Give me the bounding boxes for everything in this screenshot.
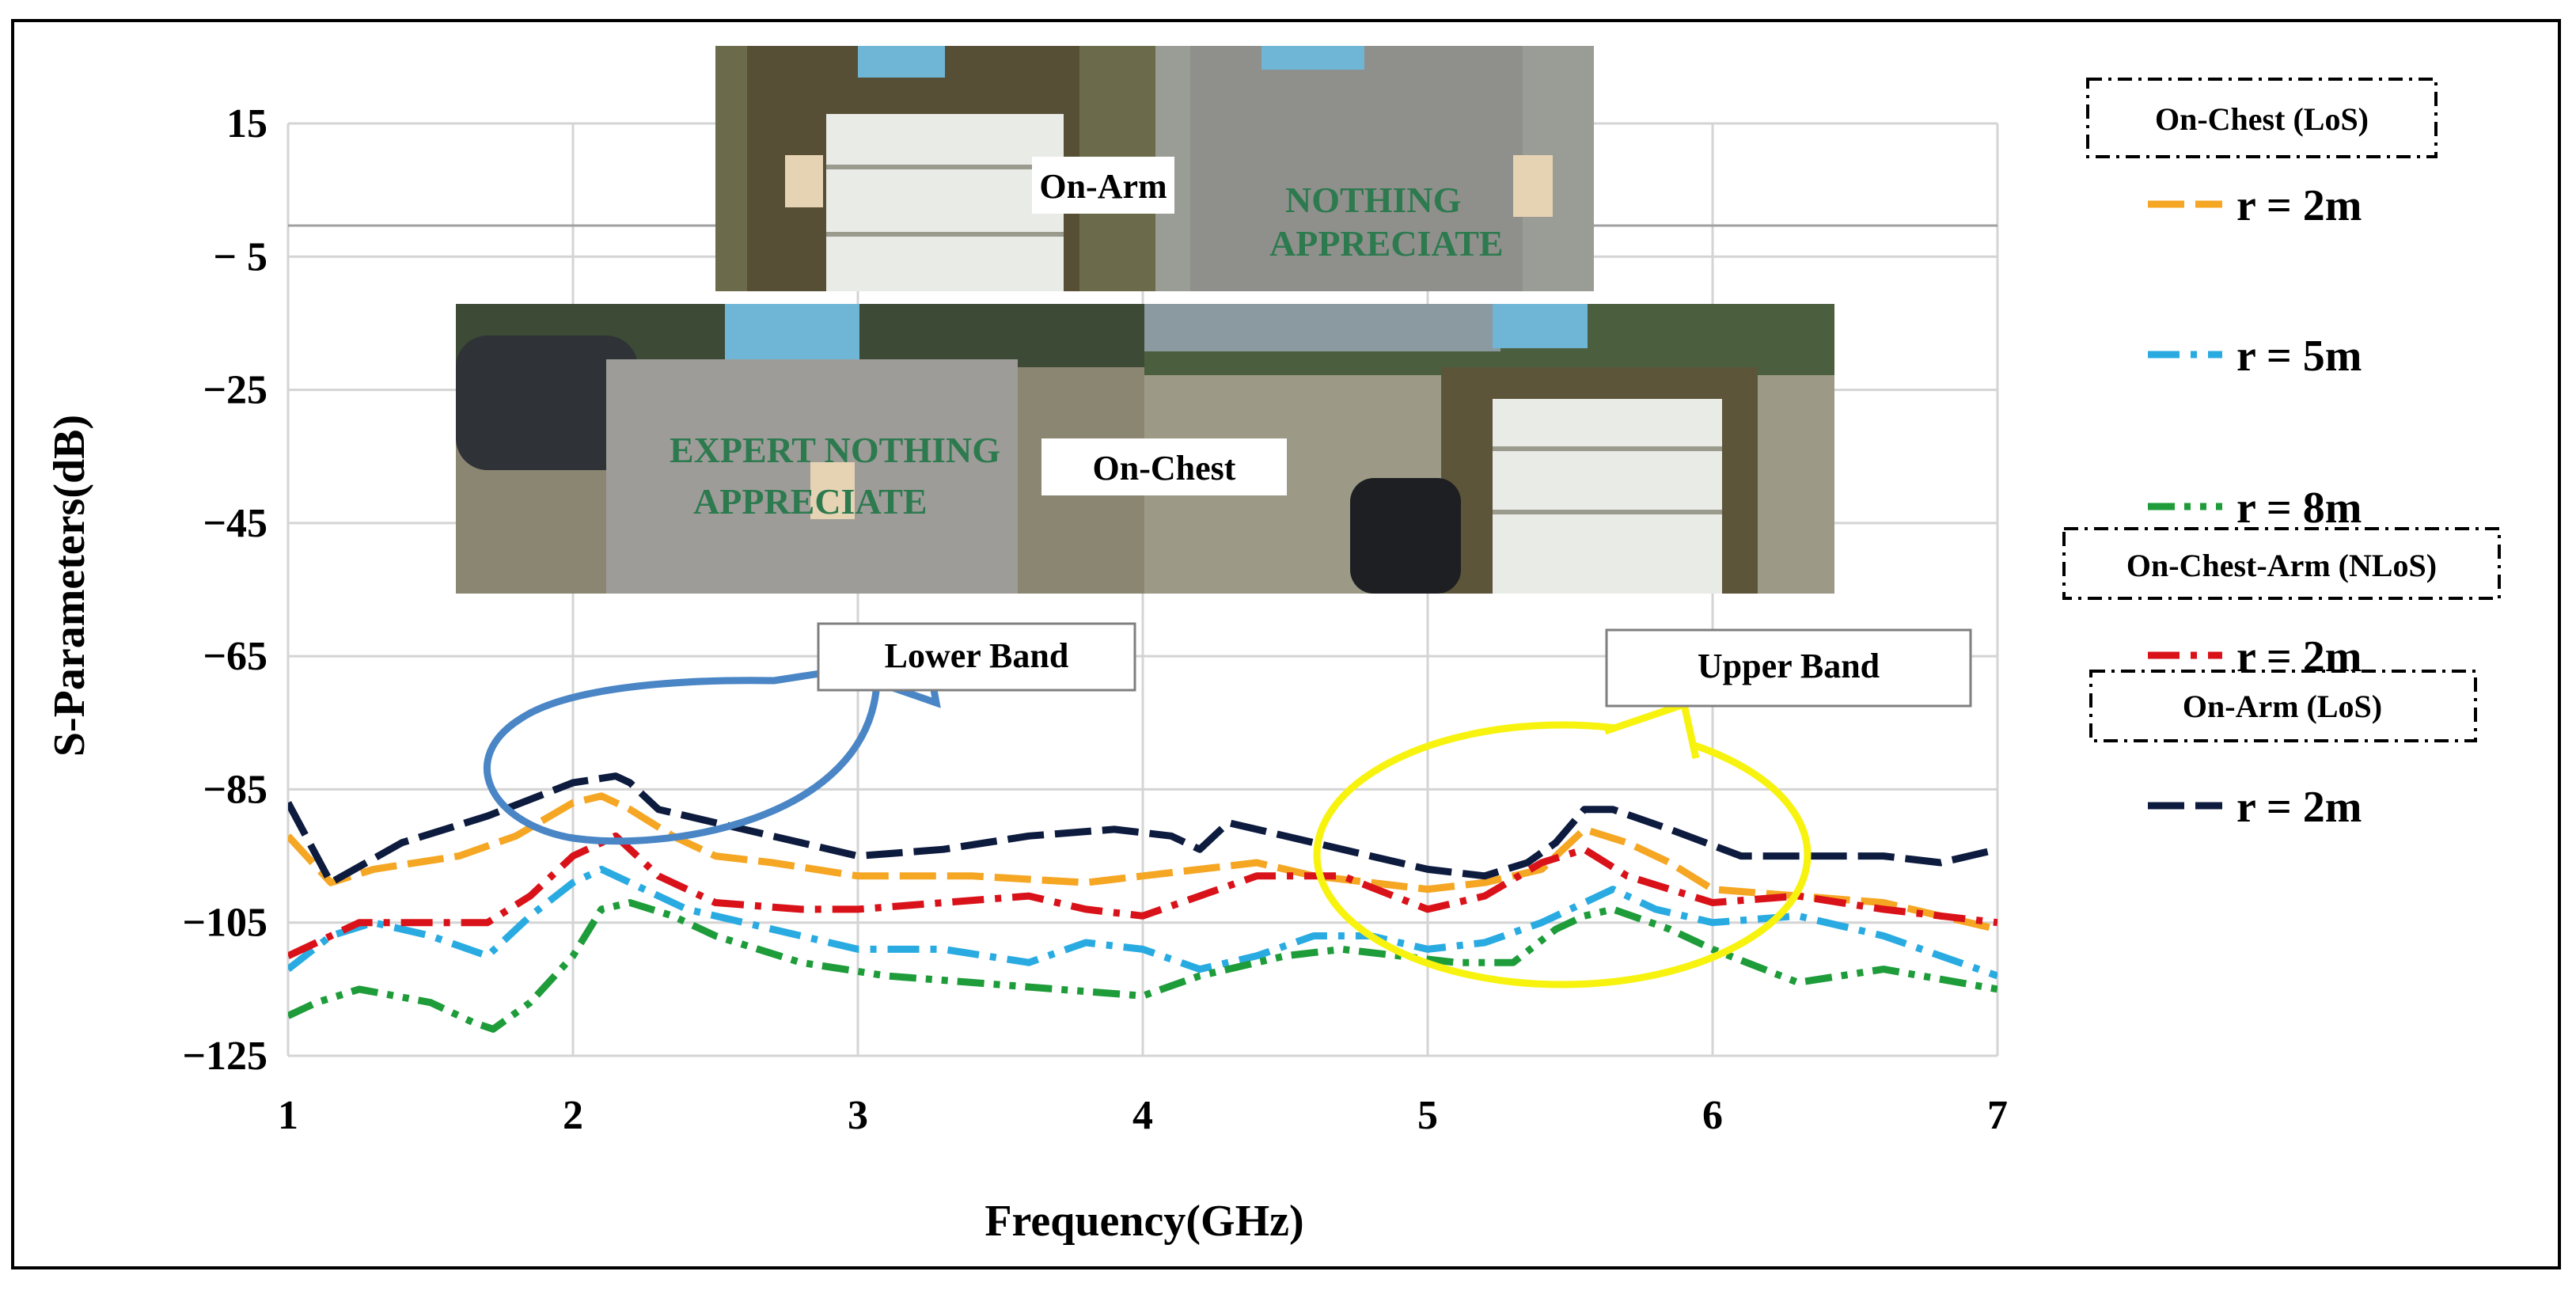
photo-label-on-arm: On-Arm bbox=[1039, 167, 1167, 206]
y-tick-label: −25 bbox=[203, 368, 267, 413]
legend-label-4: r = 2m bbox=[2236, 783, 2362, 832]
data-series bbox=[288, 772, 1997, 1033]
series-line-0 bbox=[288, 792, 1997, 933]
legend-label-0: r = 2m bbox=[2236, 181, 2362, 230]
svg-text:EXPERT NOTHING: EXPERT NOTHING bbox=[670, 430, 1000, 470]
series-line-1 bbox=[288, 865, 1997, 980]
x-axis-title: Frequency(GHz) bbox=[984, 1197, 1303, 1246]
lower-band-callout: Lower Band bbox=[484, 622, 1136, 845]
photo-label-on-chest: On-Chest bbox=[1093, 449, 1236, 488]
y-tick-label: −85 bbox=[203, 767, 267, 812]
svg-text:NOTHING: NOTHING bbox=[1285, 180, 1461, 220]
y-tick-label: −45 bbox=[203, 501, 267, 546]
legend-group-box-on-chest-los bbox=[2086, 78, 2438, 158]
x-tick-label: 2 bbox=[563, 1093, 583, 1138]
legend-label-2: r = 8m bbox=[2236, 484, 2362, 533]
x-tick-label: 6 bbox=[1702, 1093, 1723, 1138]
s-parameters-chart: 15 − 5 −25 −45 −65 −85 −105 −125 1 2 3 4 5 6 7 Freque… bbox=[45, 46, 2501, 1246]
svg-text:APPRECIATE: APPRECIATE bbox=[693, 481, 928, 522]
x-axis-ticks: 1 2 3 4 5 6 7 bbox=[278, 1093, 2008, 1138]
x-tick-label: 3 bbox=[848, 1093, 868, 1138]
series-line-2 bbox=[288, 899, 1997, 1033]
legend-label-3: r = 2m bbox=[2236, 632, 2362, 681]
x-tick-label: 5 bbox=[1417, 1093, 1438, 1138]
photo-on-arm: NOTHING APPRECIATE On-Arm bbox=[715, 46, 1594, 291]
svg-text:Lower Band: Lower Band bbox=[885, 636, 1069, 675]
legend-group-on-chest-los: On-Chest (LoS) bbox=[2155, 101, 2369, 137]
legend-group-on-chest-arm-nlos: On-Chest-Arm (NLoS) bbox=[2126, 548, 2437, 583]
series-line-4 bbox=[288, 772, 1997, 886]
svg-text:Upper Band: Upper Band bbox=[1698, 647, 1880, 685]
y-axis-ticks: 15 − 5 −25 −45 −65 −85 −105 −125 bbox=[182, 101, 267, 1079]
legend-group-box-on-chest-arm-nlos bbox=[2062, 527, 2501, 600]
photo-on-chest: EXPERT NOTHING APPRECIATE On-Chest bbox=[456, 304, 1834, 594]
y-tick-label: 15 bbox=[226, 101, 267, 146]
legend-label-1: r = 5m bbox=[2236, 332, 2362, 381]
svg-text:APPRECIATE: APPRECIATE bbox=[1269, 223, 1504, 264]
y-axis-title: S-Parameters(dB) bbox=[45, 415, 94, 757]
legend-group-box-on-arm-los bbox=[2089, 670, 2477, 742]
legend-group-on-arm-los: On-Arm (LoS) bbox=[2183, 689, 2382, 724]
x-tick-label: 4 bbox=[1132, 1093, 1153, 1138]
y-tick-label: −65 bbox=[203, 634, 267, 679]
y-tick-label: −105 bbox=[182, 901, 267, 946]
upper-band-callout: Upper Band bbox=[1313, 628, 1972, 989]
y-tick-label: − 5 bbox=[213, 234, 267, 279]
series-line-3 bbox=[288, 832, 1997, 959]
figure-frame: 15 − 5 −25 −45 −65 −85 −105 −125 1 2 3 4 5 6 7 Freque… bbox=[11, 19, 2561, 1269]
x-tick-label: 7 bbox=[1987, 1093, 2008, 1138]
x-tick-label: 1 bbox=[278, 1093, 298, 1138]
y-tick-label: −125 bbox=[182, 1034, 267, 1079]
legend: On-Chest (LoS) On-Chest-Arm (NLoS) On-Ar… bbox=[2062, 78, 2501, 832]
